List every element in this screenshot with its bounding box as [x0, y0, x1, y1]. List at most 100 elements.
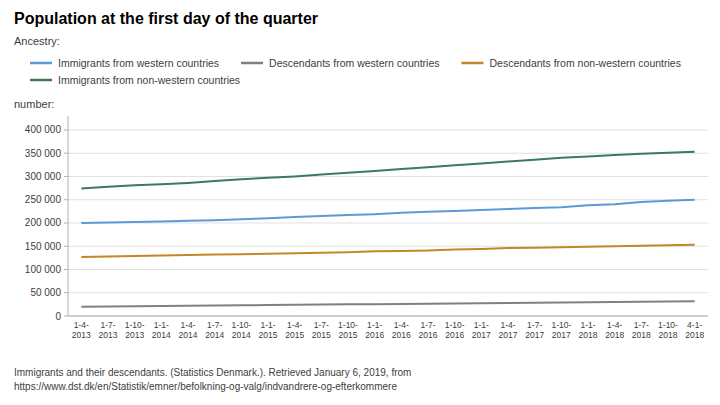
text-line: 1-10-	[231, 320, 251, 330]
x-tick-label: 1-7-2014	[205, 320, 224, 340]
x-tick-label: 1-10-2013	[125, 320, 145, 340]
text-line: 2018	[579, 330, 598, 340]
text-line: 1-4-	[394, 320, 409, 330]
x-axis: 1-4-20131-7-20131-10-20131-1-20141-4-201…	[68, 316, 708, 340]
y-tick	[64, 246, 68, 247]
legend-swatch	[461, 62, 483, 65]
series-line	[81, 245, 694, 257]
y-tick	[64, 316, 68, 317]
text-line: 2013	[72, 330, 91, 340]
grid	[68, 130, 708, 316]
text-line: 2018	[685, 330, 704, 340]
legend-label: Descendants from western countries	[269, 57, 439, 69]
text-line: 2016	[419, 330, 438, 340]
y-tick	[64, 153, 68, 154]
series-line	[81, 200, 694, 223]
grid-line	[68, 269, 708, 270]
x-tick-label: 4-1-2018	[685, 320, 704, 340]
legend-item: Descendants from non-western countries	[461, 57, 680, 69]
text-line: 2015	[339, 330, 358, 340]
y-tick-label: 0	[55, 311, 61, 322]
text-line: 1-4-	[500, 320, 515, 330]
x-tick-label: 1-10-2015	[338, 320, 358, 340]
text-line: 2017	[552, 330, 571, 340]
x-tick-label: 1-4-2017	[499, 320, 518, 340]
x-tick-label: 1-1-2016	[365, 320, 384, 340]
text-line: 2015	[285, 330, 304, 340]
x-tick-label: 1-7-2017	[525, 320, 544, 340]
text-line: 2013	[99, 330, 118, 340]
series-line	[81, 301, 694, 306]
subtitle: Ancestry:	[14, 35, 60, 47]
legend-label: Descendants from non-western countries	[489, 57, 680, 69]
y-axis-label: number:	[14, 98, 54, 110]
y-tick-label: 50 000	[30, 287, 61, 298]
grid-line	[68, 292, 708, 293]
y-tick	[64, 129, 68, 130]
y-tick	[64, 292, 68, 293]
y-tick-label: 200 000	[25, 217, 62, 228]
text-line: 1-7-	[314, 320, 329, 330]
x-tick-label: 1-7-2013	[99, 320, 118, 340]
text-line: 1-7-	[634, 320, 649, 330]
text-line: 1-4-	[180, 320, 195, 330]
y-tick-label: 400 000	[25, 124, 62, 135]
grid-line	[68, 129, 708, 130]
grid-line	[68, 316, 708, 317]
legend-label: Immigrants from non-western countries	[58, 74, 240, 86]
y-tick-label: 350 000	[25, 148, 62, 159]
text-line: 2014	[179, 330, 198, 340]
legend-item: Immigrants from western countries	[30, 57, 219, 69]
text-line: 1-4-	[74, 320, 89, 330]
x-tick-label: 1-1-2014	[152, 320, 171, 340]
y-axis-line	[68, 116, 69, 316]
text-line: 1-10-	[551, 320, 571, 330]
text-line: 2017	[525, 330, 544, 340]
grid-line	[68, 153, 708, 154]
text-line: 1-7-	[207, 320, 222, 330]
x-tick-label: 1-7-2018	[632, 320, 651, 340]
text-line: 2015	[259, 330, 278, 340]
legend-item: Descendants from western countries	[241, 57, 439, 69]
text-line: 1-1-	[367, 320, 382, 330]
text-line: 1-1-	[474, 320, 489, 330]
y-tick	[64, 222, 68, 223]
text-line: 2018	[632, 330, 651, 340]
text-line: 2014	[232, 330, 251, 340]
y-tick-label: 250 000	[25, 194, 62, 205]
text-line: 1-4-	[287, 320, 302, 330]
legend-label: Immigrants from western countries	[58, 57, 219, 69]
x-tick-label: 1-10-2018	[658, 320, 678, 340]
x-tick-label: 1-4-2018	[605, 320, 624, 340]
text-line: 2017	[499, 330, 518, 340]
y-axis: 050 000100 000150 000200 000250 000300 0…	[25, 116, 68, 322]
x-tick-label: 1-7-2015	[312, 320, 331, 340]
text-line: 2015	[312, 330, 331, 340]
text-line: 1-10-	[658, 320, 678, 330]
legend-swatch	[241, 62, 263, 65]
text-line: 2016	[445, 330, 464, 340]
source: Immigrants and their descendants. (Stati…	[14, 367, 411, 392]
y-tick-label: 300 000	[25, 171, 62, 182]
x-tick-label: 1-1-2017	[472, 320, 491, 340]
text-line: 4-1-	[687, 320, 702, 330]
text-line: 2016	[392, 330, 411, 340]
series-line	[81, 152, 694, 189]
text-line: 1-4-	[607, 320, 622, 330]
text-line: 2018	[659, 330, 678, 340]
x-tick-label: 1-4-2016	[392, 320, 411, 340]
text-line: 1-7-	[527, 320, 542, 330]
y-tick	[64, 176, 68, 177]
x-tick-label: 1-1-2018	[579, 320, 598, 340]
y-tick-label: 100 000	[25, 264, 62, 275]
x-tick-label: 1-10-2014	[231, 320, 251, 340]
series-lines	[81, 152, 694, 307]
text-line: 1-7-	[420, 320, 435, 330]
text-line: 2017	[472, 330, 491, 340]
text-line: 1-10-	[338, 320, 358, 330]
text-line: 1-7-	[100, 320, 115, 330]
legend-swatch	[30, 79, 52, 82]
y-tick	[64, 269, 68, 270]
x-tick-label: 1-10-2017	[551, 320, 571, 340]
text-line: 2014	[205, 330, 224, 340]
